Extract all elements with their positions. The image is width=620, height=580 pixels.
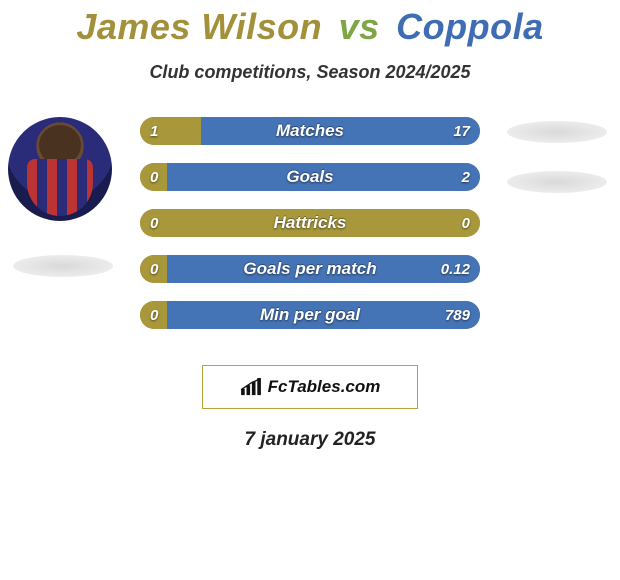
date-text: 7 january 2025 — [0, 429, 620, 451]
player2-avatar-block — [502, 117, 612, 193]
comparison-title: James Wilson vs Coppola — [0, 6, 620, 48]
stat-bar-row: 00Hattricks — [140, 209, 480, 237]
player2-name: Coppola — [396, 6, 543, 47]
player1-avatar-block — [8, 117, 118, 277]
subtitle: Club competitions, Season 2024/2025 — [0, 62, 620, 83]
stat-bar-row: 00.12Goals per match — [140, 255, 480, 283]
vs-text: vs — [339, 6, 380, 47]
branding-box: FcTables.com — [202, 365, 418, 409]
bars-icon — [240, 378, 262, 396]
branding-text: FcTables.com — [268, 377, 381, 397]
player1-name: James Wilson — [76, 6, 322, 47]
avatar-shadow — [13, 255, 113, 277]
stat-bars: 117Matches 02Goals 00Hattricks 00.12Goals p… — [140, 117, 480, 347]
bar-label: Goals — [140, 163, 480, 191]
avatar-shadow — [507, 171, 607, 193]
bar-label: Hattricks — [140, 209, 480, 237]
stat-bar-row: 02Goals — [140, 163, 480, 191]
stat-bar-row: 0789Min per goal — [140, 301, 480, 329]
bar-label: Min per goal — [140, 301, 480, 329]
bar-label: Goals per match — [140, 255, 480, 283]
player1-avatar — [8, 117, 112, 221]
comparison-panel: 117Matches 02Goals 00Hattricks 00.12Goals p… — [0, 117, 620, 347]
avatar-shadow — [507, 121, 607, 143]
bar-label: Matches — [140, 117, 480, 145]
stat-bar-row: 117Matches — [140, 117, 480, 145]
